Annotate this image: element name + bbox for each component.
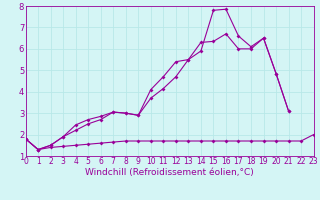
X-axis label: Windchill (Refroidissement éolien,°C): Windchill (Refroidissement éolien,°C) [85, 168, 254, 177]
